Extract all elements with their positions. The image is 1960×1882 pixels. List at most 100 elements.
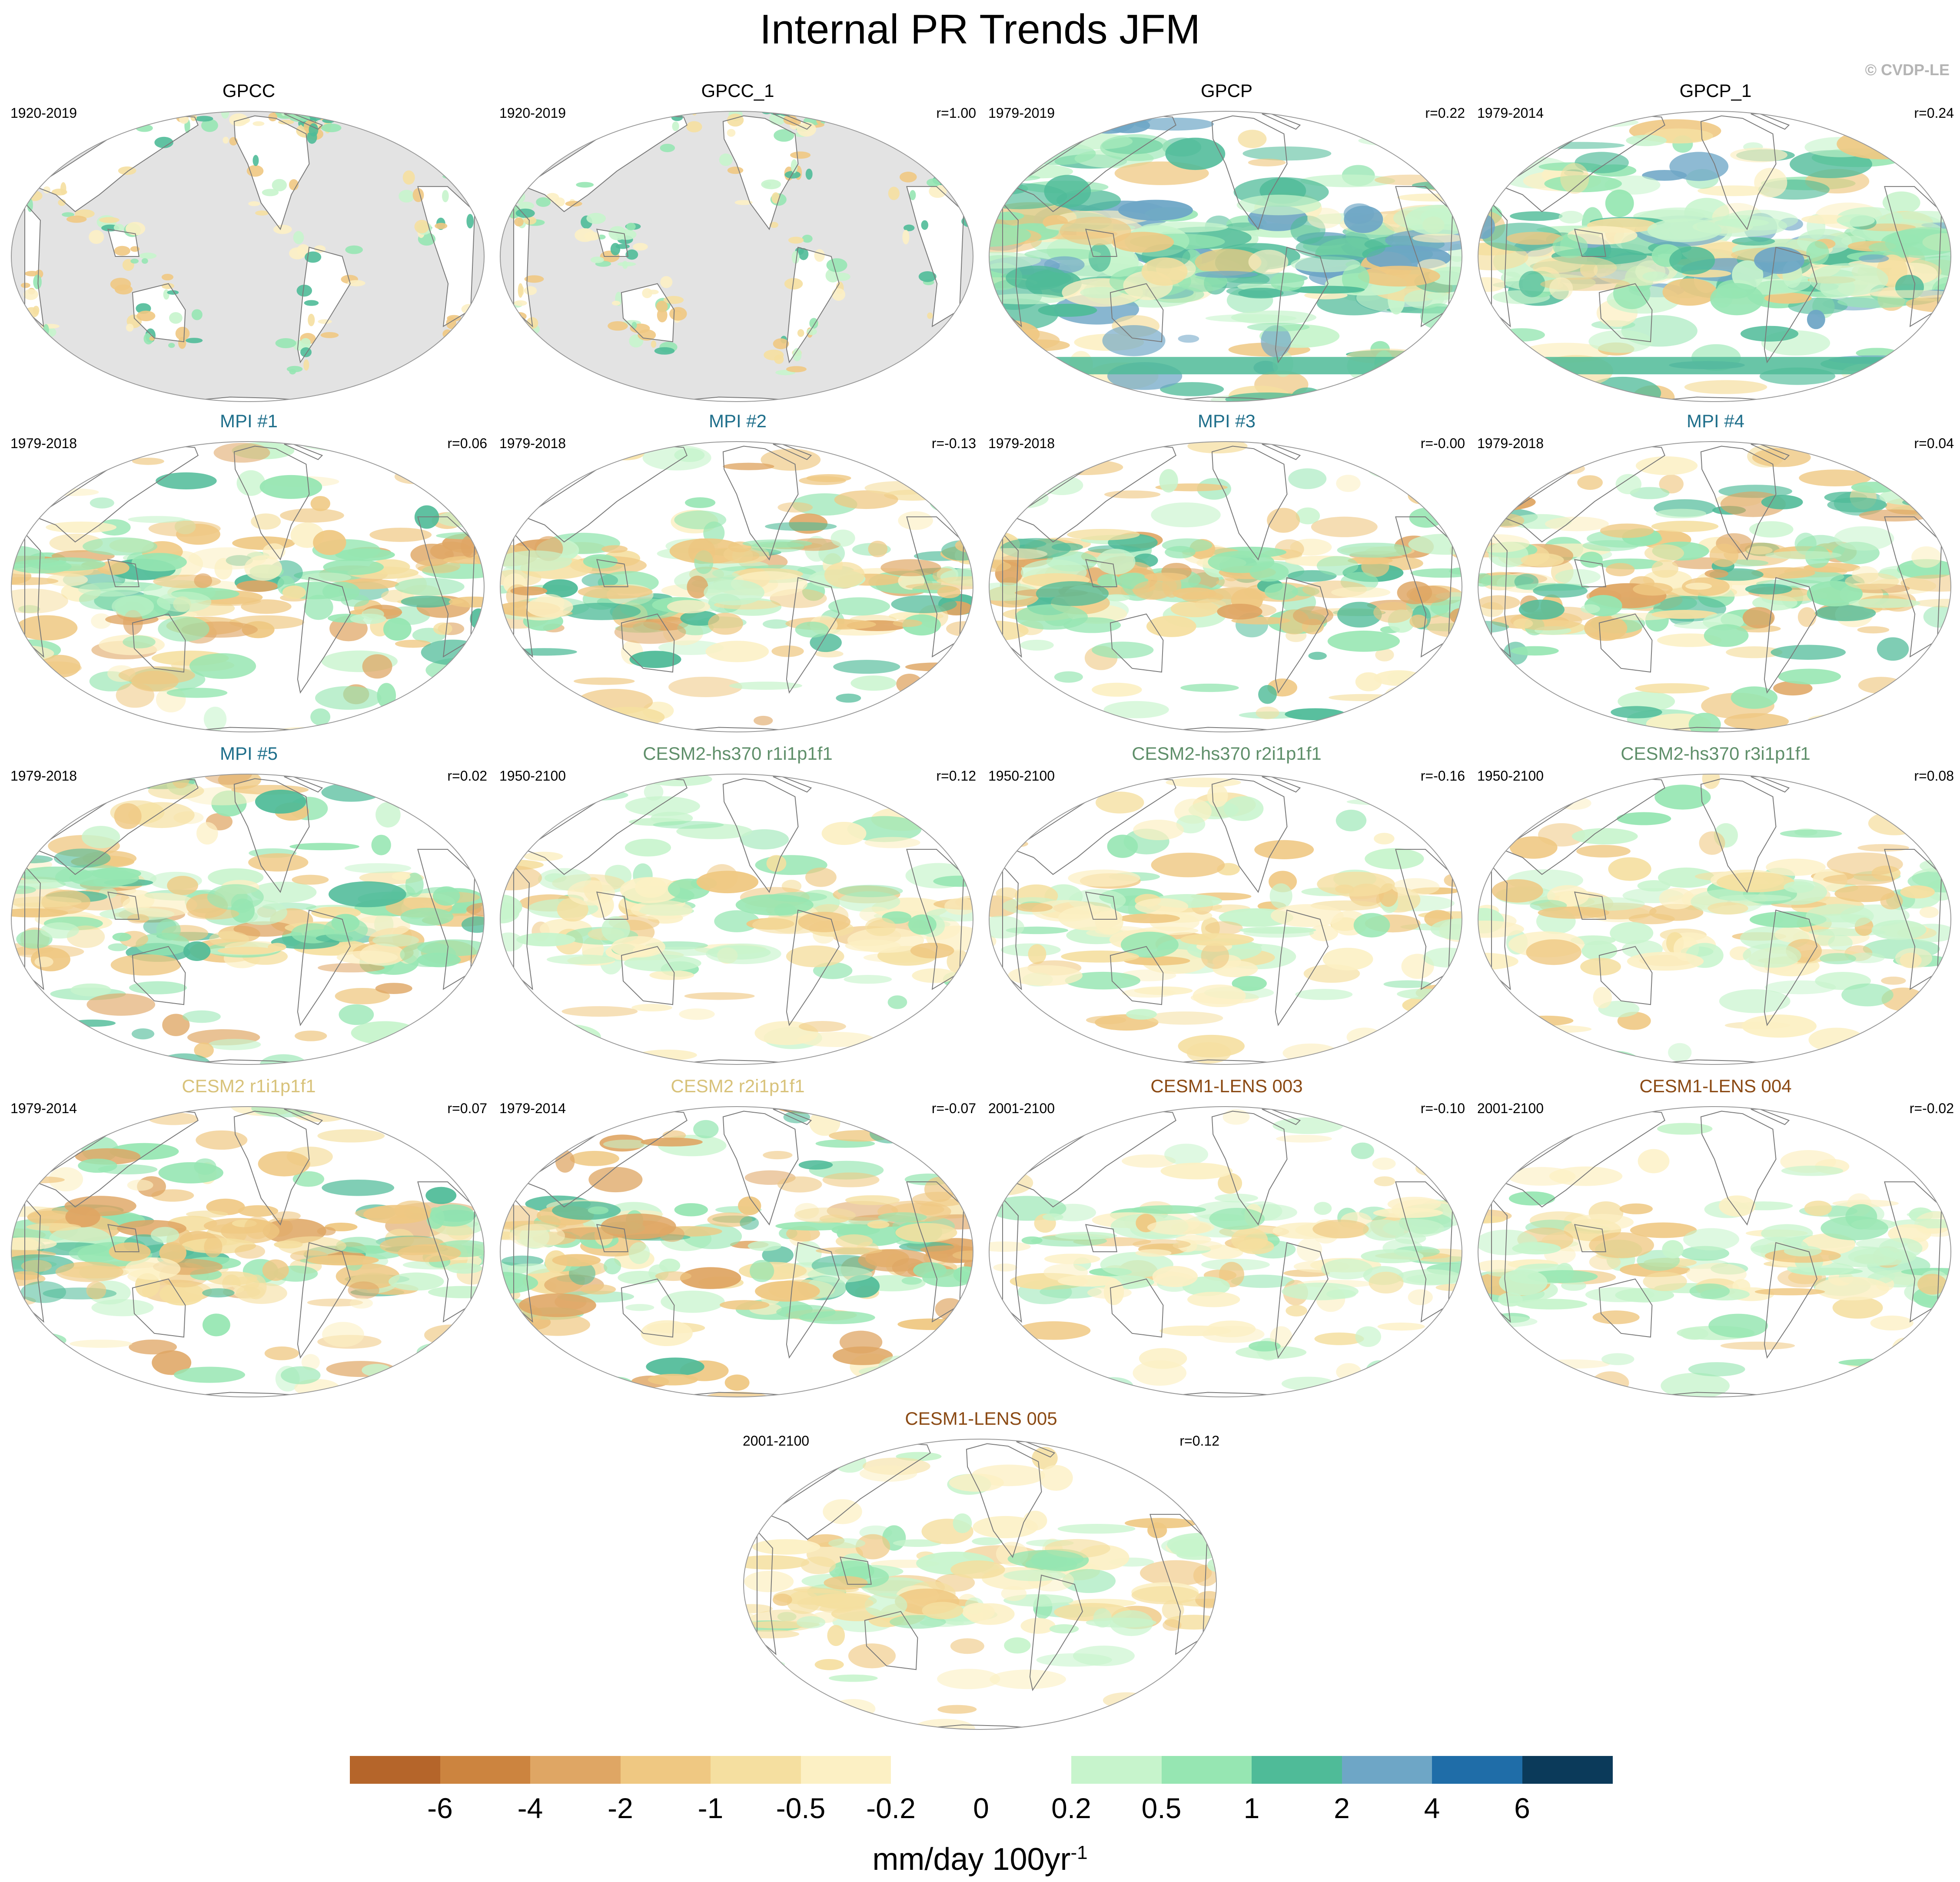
trend-blob [1300,174,1395,187]
trend-blob [822,1172,880,1187]
coastline [523,1111,688,1208]
trend-blob [1722,209,1798,231]
trend-blob [1139,1560,1212,1586]
trend-blob [417,952,461,968]
trend-blob [655,1271,692,1281]
trend-blob [1591,1371,1629,1394]
map-panel: MPI #2 1979-2018 r=-0.13 [493,409,982,739]
trend-blob [1373,602,1413,623]
trend-blob [1392,878,1440,896]
trend-blob [1780,829,1842,838]
trend-blob [1857,626,1890,634]
trend-blob [1016,902,1053,912]
trend-speckle [771,192,780,204]
trend-blob [1478,595,1520,610]
trend-blob [1746,546,1773,555]
trend-blob [416,1343,455,1361]
trend-blob [527,1024,601,1050]
trend-blob [1510,211,1563,221]
trend-blob [1549,1166,1623,1186]
trend-blob [1651,521,1719,532]
trend-blob [399,697,458,722]
trend-blob [1493,783,1556,793]
trend-blob [1100,1252,1174,1277]
trend-blob [310,496,331,512]
panel-title: GPCP [1200,80,1253,101]
trend-blob [705,943,781,964]
trend-blob [1814,1277,1890,1300]
trend-blob [323,559,384,575]
trend-blob [70,983,111,997]
trend-blob [1103,594,1130,602]
trend-blob [1202,1326,1265,1343]
coastline [906,516,964,658]
trend-blob [1270,272,1305,291]
trend-blob [1402,996,1455,1014]
map-outline [11,111,485,402]
coastline [596,229,628,257]
trend-blob [829,1674,878,1682]
trend-blob [1336,475,1361,492]
trend-blob [1651,559,1679,578]
trend-blob [1325,715,1383,732]
trend-blob [855,1534,890,1559]
trend-speckle [435,223,448,229]
trend-blob [11,1332,66,1349]
trend-blob [1940,1166,1951,1192]
trend-blob [1601,1353,1634,1365]
trend-blob [1337,542,1412,558]
coastline [1700,115,1777,230]
coastline [1395,1181,1453,1323]
trend-blob [1131,1586,1200,1604]
trend-blob [204,1236,223,1258]
coastline [417,516,475,658]
trend-blob [1118,200,1193,221]
coastline [1211,1111,1288,1226]
trend-blob [1308,652,1327,660]
panel-correlation: r=0.24 [1914,105,1954,121]
trend-blob [1214,1194,1258,1203]
coastline [523,115,688,213]
trend-blob [1493,390,1523,402]
trend-blob [1635,456,1698,475]
trend-blob [1254,840,1314,859]
trend-blob [1160,382,1224,396]
trend-blob [233,921,296,937]
trend-blob [583,554,618,569]
trend-speckle [130,114,142,119]
trend-speckle [734,200,753,205]
map-panel: MPI #4 1979-2018 r=0.04 [1471,409,1960,739]
trend-blob [1102,325,1166,356]
trend-speckle [99,217,120,223]
trend-blob [1523,1364,1558,1379]
trend-blob [1615,1288,1674,1303]
trend-blob [1658,868,1715,888]
coastline [596,891,628,920]
coastline [132,946,186,1005]
trend-speckle [786,366,807,372]
trend-blob [1807,309,1825,329]
trend-blob [1353,913,1390,938]
trend-blob [1533,389,1619,402]
trend-blob [500,894,522,920]
panel-correlation: r=0.02 [447,768,487,784]
trend-blob [1040,1285,1102,1299]
trend-blob [763,1151,793,1160]
trend-blob [1649,904,1704,921]
trend-speckle [262,189,279,196]
trend-speckle [89,230,104,244]
trend-blob [1580,552,1603,568]
trend-blob [1919,906,1939,918]
figure-title: Internal PR Trends JFM [760,6,1200,53]
trend-blob [1922,1011,1951,1028]
trend-blob [989,252,1041,269]
trend-blob [1751,567,1815,579]
map-panel: GPCC 1920-2019 [4,78,493,409]
coastline [297,246,351,364]
trend-blob [1247,323,1310,332]
trend-blob [349,1297,373,1309]
trend-blob [1343,203,1374,224]
trend-blob [11,1237,57,1250]
trend-blob [1790,150,1873,178]
trend-blob [1306,397,1369,402]
